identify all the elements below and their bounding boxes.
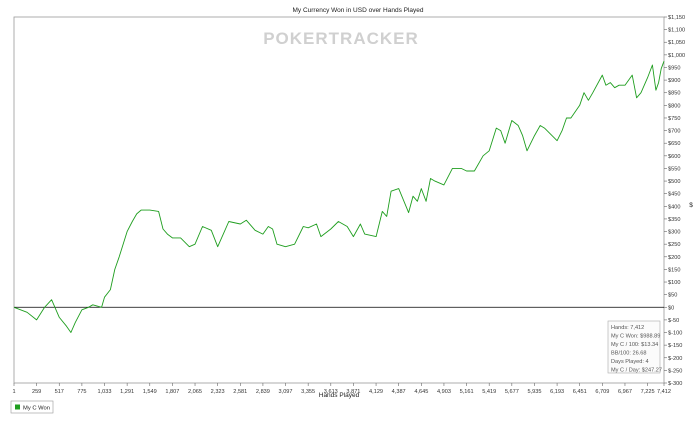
y-tick-label: $850 bbox=[668, 91, 680, 97]
y-tick-label: $1,100 bbox=[668, 28, 685, 34]
y-tick-label: $300 bbox=[668, 230, 680, 236]
y-tick-label: $350 bbox=[668, 217, 680, 223]
x-tick-label: 5,935 bbox=[527, 389, 541, 395]
x-tick-label: 5,161 bbox=[460, 389, 474, 395]
y-tick-label: $200 bbox=[668, 255, 680, 261]
x-tick-label: 1,291 bbox=[120, 389, 134, 395]
x-tick-label: 7,225 bbox=[641, 389, 655, 395]
y-tick-label: $950 bbox=[668, 65, 680, 71]
y-tick-label: $0 bbox=[668, 305, 674, 311]
x-tick-label: 2,581 bbox=[233, 389, 247, 395]
y-tick-label: $-50 bbox=[668, 318, 679, 324]
y-tick-label: $1,050 bbox=[668, 40, 685, 46]
stat-won: My C Won: $988.89 bbox=[611, 334, 660, 340]
y-tick-label: $-150 bbox=[668, 343, 682, 349]
x-tick-label: 3,097 bbox=[279, 389, 293, 395]
y-tick-label: $1,150 bbox=[668, 15, 685, 21]
y-tick-label: $550 bbox=[668, 166, 680, 172]
y-tick-label: $500 bbox=[668, 179, 680, 185]
x-tick-label: 3,871 bbox=[346, 389, 360, 395]
y-tick-label: $1,000 bbox=[668, 53, 685, 59]
x-tick-label: 2,065 bbox=[188, 389, 202, 395]
x-tick-label: 775 bbox=[77, 389, 86, 395]
x-tick-label: 4,129 bbox=[369, 389, 383, 395]
legend-label-my-c-won: My C Won bbox=[23, 406, 50, 412]
x-tick-label: 1 bbox=[12, 389, 15, 395]
y-tick-label: $650 bbox=[668, 141, 680, 147]
legend-frame bbox=[10, 400, 54, 414]
legend-swatch-my-c-won bbox=[15, 404, 20, 410]
series-line-my-c-won bbox=[13, 61, 665, 333]
x-tick-label: 2,839 bbox=[256, 389, 270, 395]
y-tick-label: $150 bbox=[668, 267, 680, 273]
x-tick-label: 5,419 bbox=[482, 389, 496, 395]
x-tick-label: 6,709 bbox=[595, 389, 609, 395]
x-tick-label: 1,033 bbox=[98, 389, 112, 395]
y-tick-label: $-100 bbox=[668, 331, 682, 337]
chart-title: My Currency Won in USD over Hands Played bbox=[292, 7, 423, 14]
x-tick-label: 2,323 bbox=[211, 389, 225, 395]
x-tick-label: 6,193 bbox=[550, 389, 564, 395]
x-tick-label: 7,412 bbox=[657, 389, 671, 395]
y-tick-label: $50 bbox=[668, 293, 677, 299]
y-tick-label: $250 bbox=[668, 242, 680, 248]
x-tick-label: 6,451 bbox=[573, 389, 587, 395]
x-tick-label: 1,807 bbox=[165, 389, 179, 395]
y-tick-label: $900 bbox=[668, 78, 680, 84]
y-tick-label: $700 bbox=[668, 129, 680, 135]
stats-box: Hands: 7,412 My C Won: $988.89 My C / 10… bbox=[607, 320, 662, 374]
legend: My C Won bbox=[10, 400, 54, 414]
stat-hands: Hands: 7,412 bbox=[611, 325, 644, 331]
stat-per-day: My C / Day: $247.27 bbox=[611, 368, 662, 374]
y-axis-title: $ bbox=[689, 202, 693, 209]
x-tick-label: 3,613 bbox=[324, 389, 338, 395]
x-tick-label: 4,387 bbox=[392, 389, 406, 395]
y-tick-label: $-200 bbox=[668, 356, 682, 362]
y-tick-label: $-300 bbox=[668, 381, 682, 387]
x-tick-label: 4,645 bbox=[414, 389, 428, 395]
y-tick-label: $800 bbox=[668, 103, 680, 109]
x-axis: 1 259 517 775 1,033 1,291 1,549 1,807 2,065 2,323… bbox=[12, 383, 671, 395]
x-tick-label: 5,677 bbox=[505, 389, 519, 395]
stat-per-100: My C / 100: $13.34 bbox=[611, 342, 658, 348]
pokertracker-watermark: POKERTRACKER bbox=[263, 29, 419, 48]
x-tick-label: 1,549 bbox=[143, 389, 157, 395]
y-axis: $-300 $-250 $-200 $-150 $-100 $-50 $0 $50 $100 $1… bbox=[664, 15, 685, 387]
x-axis-title: Hands Played bbox=[319, 392, 360, 399]
y-tick-label: $100 bbox=[668, 280, 680, 286]
y-tick-label: $-250 bbox=[668, 368, 682, 374]
stats-box-frame bbox=[607, 320, 661, 374]
x-tick-label: 259 bbox=[32, 389, 41, 395]
y-tick-label: $750 bbox=[668, 116, 680, 122]
stat-bb-100: BB/100: 26.68 bbox=[611, 351, 646, 357]
x-tick-label: 6,967 bbox=[618, 389, 632, 395]
plot-frame bbox=[13, 16, 665, 384]
x-tick-label: 4,903 bbox=[437, 389, 451, 395]
y-tick-label: $600 bbox=[668, 154, 680, 160]
x-tick-label: 517 bbox=[55, 389, 64, 395]
x-tick-label: 3,355 bbox=[301, 389, 315, 395]
y-tick-label: $450 bbox=[668, 192, 680, 198]
y-tick-label: $400 bbox=[668, 204, 680, 210]
stat-days-played: Days Played: 4 bbox=[611, 359, 649, 365]
